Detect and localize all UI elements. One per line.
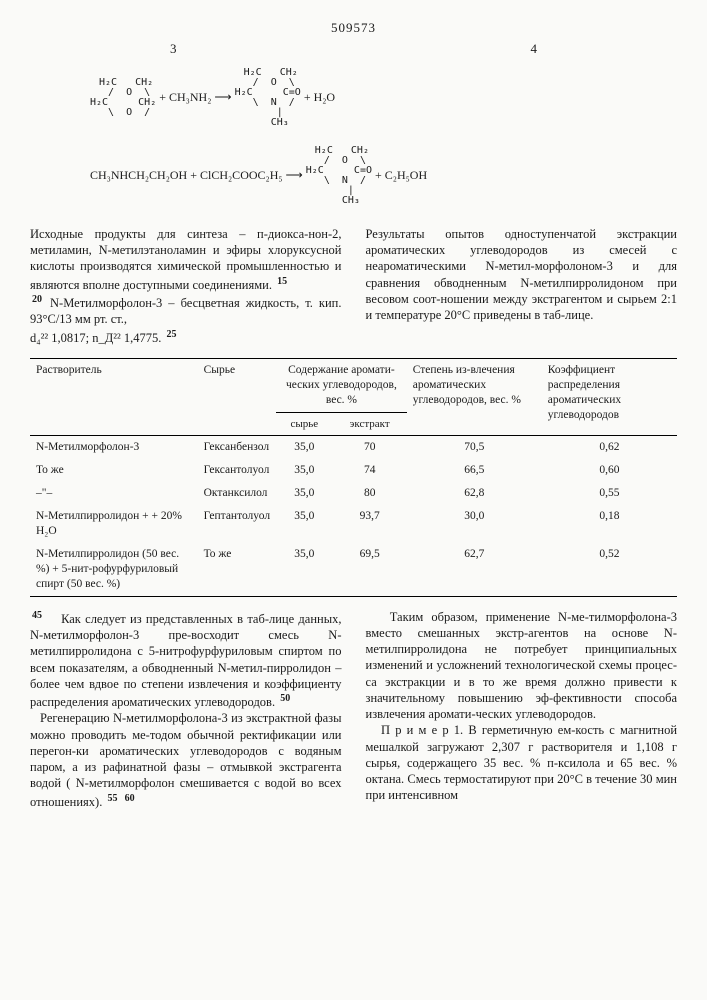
cell-c4: 0,60 (542, 459, 677, 482)
product-ring-1: H₂C CH₂ / O \ H₂C C=O \ N / | CH₃ (235, 68, 301, 128)
example-text: П р и м е р 1. В герметичную ем-кость с … (366, 723, 678, 802)
reactant-ring-1: H₂C CH₂ / O \ H₂C CH₂ \ O / (90, 78, 156, 118)
reaction-2-right: + C₂H₅OH (375, 168, 427, 182)
table-row: N-Метилпирролидон + + 20% H₂O Гептантолу… (30, 505, 677, 543)
left-col-top: Исходные продукты для синтеза – п-диокса… (30, 226, 342, 346)
doc-number: 509573 (30, 20, 677, 37)
cell-raw: Гексантолуол (198, 459, 276, 482)
page-right: 4 (531, 41, 538, 58)
page-numbers: 3 4 (30, 41, 677, 58)
line-25: 25 (166, 329, 176, 340)
line-20: 20 (32, 294, 42, 305)
regeneration-text: Регенерацию N-метилморфолона-3 из экстра… (30, 711, 342, 808)
cell-c3: 30,0 (407, 505, 542, 543)
line-50: 50 (280, 693, 290, 704)
th-sub-extract: экстракт (333, 412, 407, 435)
th-extraction: Степень из-влечения ароматических углево… (407, 359, 542, 436)
synthesis-text: Исходные продукты для синтеза – п-диокса… (30, 227, 342, 292)
cell-raw: Гексанбензол (198, 436, 276, 459)
product-ring-2: H₂C CH₂ / O \ H₂C C=O \ N / | CH₃ (306, 146, 372, 206)
cell-c1: 35,0 (276, 482, 333, 505)
reaction-schemes: H₂C CH₂ / O \ H₂C CH₂ \ O / + CH₃NH₂ ⟶ H… (90, 68, 647, 206)
line-60: 60 (125, 793, 135, 804)
reaction-1: H₂C CH₂ / O \ H₂C CH₂ \ O / + CH₃NH₂ ⟶ H… (90, 68, 647, 128)
table-row: N-Метилморфолон-3 Гексанбензол 35,0 70 7… (30, 436, 677, 459)
cell-c2: 70 (333, 436, 407, 459)
table-row: То же Гексантолуол 35,0 74 66,5 0,60 (30, 459, 677, 482)
cell-c2: 80 (333, 482, 407, 505)
cell-c2: 93,7 (333, 505, 407, 543)
right-col-bottom: Таким образом, применение N-ме-тилморфол… (366, 609, 678, 810)
cell-c2: 74 (333, 459, 407, 482)
table-row: N-Метилпирролидон (50 вес. %) + 5-нит-ро… (30, 543, 677, 596)
reaction-1-water: + H₂O (304, 90, 335, 104)
page-left: 3 (170, 41, 177, 58)
th-sub-raw: сырье (276, 412, 333, 435)
density-formula: d₄²² 1,0817; (30, 331, 92, 345)
cell-c3: 70,5 (407, 436, 542, 459)
cell-c4: 0,52 (542, 543, 677, 596)
cell-c3: 62,8 (407, 482, 542, 505)
th-content: Содержание аромати-ческих углеводородов,… (276, 359, 407, 413)
table-row: –"– Октанксилол 35,0 80 62,8 0,55 (30, 482, 677, 505)
left-col-bottom: 45 Как следует из представленных в таб-л… (30, 609, 342, 810)
cell-c3: 62,7 (407, 543, 542, 596)
lower-text-columns: 45 Как следует из представленных в таб-л… (30, 609, 677, 810)
analysis-text: Как следует из представленных в таб-лице… (30, 612, 342, 709)
cell-c1: 35,0 (276, 459, 333, 482)
cell-solvent: –"– (30, 482, 198, 505)
table-body: N-Метилморфолон-3 Гексанбензол 35,0 70 7… (30, 436, 677, 597)
reaction-2: CH₃NHCH₂CH₂OH + ClCH₂COOC₂H₅ ⟶ H₂C CH₂ /… (90, 146, 647, 206)
upper-text-columns: Исходные продукты для синтеза – п-диокса… (30, 226, 677, 346)
cell-c1: 35,0 (276, 436, 333, 459)
cell-solvent: То же (30, 459, 198, 482)
conclusion-text: Таким образом, применение N-ме-тилморфол… (366, 610, 678, 722)
cell-c1: 35,0 (276, 505, 333, 543)
cell-raw: Гептантолуол (198, 505, 276, 543)
cell-c2: 69,5 (333, 543, 407, 596)
line-15: 15 (277, 276, 287, 287)
cell-c4: 0,55 (542, 482, 677, 505)
compound-desc: N-Метилморфолон-3 – бесцветная жидкость,… (30, 296, 342, 326)
cell-c4: 0,18 (542, 505, 677, 543)
cell-c1: 35,0 (276, 543, 333, 596)
cell-solvent: N-Метилморфолон-3 (30, 436, 198, 459)
cell-solvent: N-Метилпирролидон + + 20% H₂O (30, 505, 198, 543)
reaction-1-plus: + CH₃NH₂ ⟶ (159, 90, 234, 104)
cell-raw: То же (198, 543, 276, 596)
th-coeff: Коэффициент распределения ароматических … (542, 359, 677, 436)
data-table: Растворитель Сырье Содержание аромати-че… (30, 358, 677, 597)
results-text: Результаты опытов одноступенчатой экстра… (366, 227, 678, 322)
refraction-formula: n_Д²² 1,4775. (92, 331, 161, 345)
line-55: 55 (107, 793, 117, 804)
th-solvent: Растворитель (30, 359, 198, 436)
th-raw: Сырье (198, 359, 276, 436)
cell-c3: 66,5 (407, 459, 542, 482)
reaction-2-left: CH₃NHCH₂CH₂OH + ClCH₂COOC₂H₅ ⟶ (90, 168, 306, 182)
cell-solvent: N-Метилпирролидон (50 вес. %) + 5-нит-ро… (30, 543, 198, 596)
line-45: 45 (32, 610, 42, 621)
right-col-top: Результаты опытов одноступенчатой экстра… (366, 226, 678, 346)
cell-c4: 0,62 (542, 436, 677, 459)
cell-raw: Октанксилол (198, 482, 276, 505)
